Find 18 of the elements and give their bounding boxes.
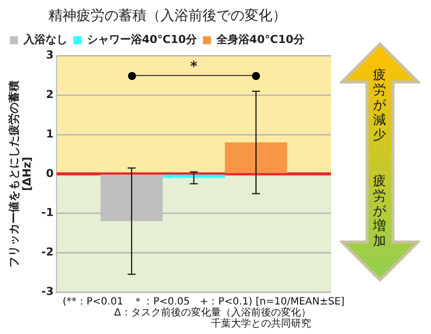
y-tick-label: -2 (41, 245, 54, 258)
y-axis-title: フリッカー値をもとにした疲労の蓄積 [ΔHz] (7, 80, 34, 268)
legend-label: 全身浴40℃10分 (215, 33, 306, 46)
text: 千葉大学との共同研究 (211, 318, 311, 330)
y-tick-label: 1 (46, 127, 54, 140)
text: Δ：タスク前後の変化量（入浴前後の変化） (114, 306, 311, 319)
y-tick-label: 0 (46, 166, 54, 180)
y-tick-label: 3 (46, 48, 54, 62)
y-tick-label: 2 (46, 88, 54, 102)
text: 疲労が増加 (373, 174, 387, 249)
chart-title: 精神疲労の蓄積（入浴前後での変化） (48, 8, 286, 24)
text: (**：P<0.01 ＊：P<0.05 +：P<0.1) [n=10/MEAN±SE] (62, 296, 345, 308)
annotation: * (189, 58, 198, 75)
y-tick-label: -3 (41, 284, 54, 298)
legend-label: シャワー浴40℃10分 (87, 33, 198, 46)
text: 疲労が減少 (373, 68, 387, 143)
legend-label: 入浴なし (22, 33, 68, 46)
y-tick-label: -1 (41, 206, 54, 220)
